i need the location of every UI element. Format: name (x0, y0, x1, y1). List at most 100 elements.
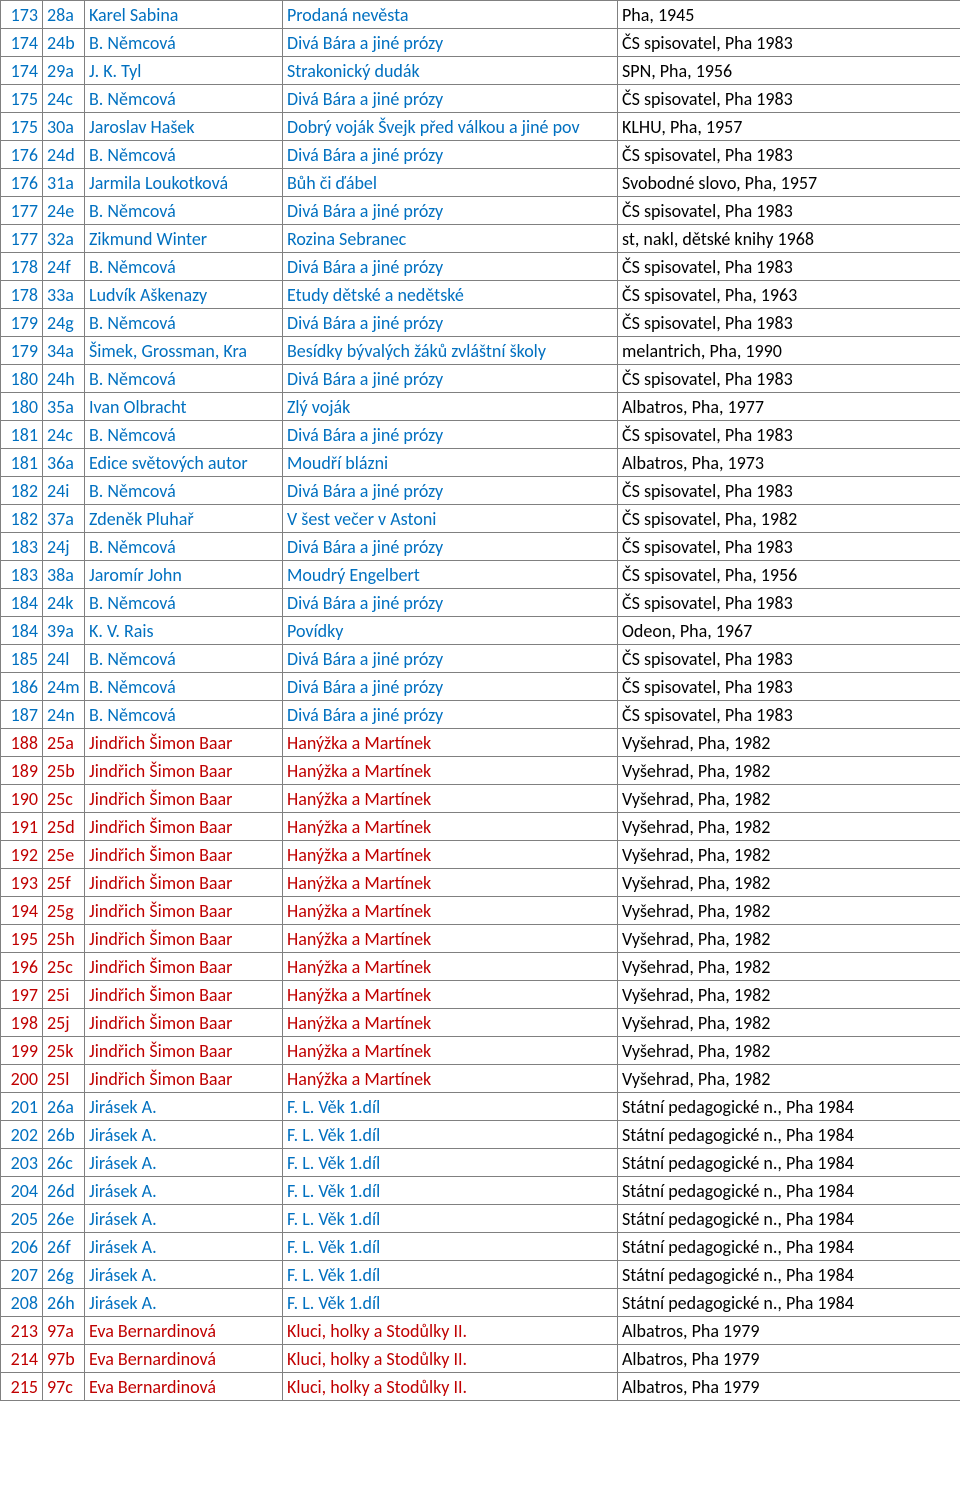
row-code: 32a (43, 225, 85, 253)
table-row: 18124cB. NěmcováDivá Bára a jiné prózyČS… (1, 421, 960, 449)
row-publisher: Státní pedagogické n., Pha 1984 (618, 1261, 960, 1289)
row-publisher: Vyšehrad, Pha, 1982 (618, 785, 960, 813)
row-number: 181 (1, 449, 43, 477)
row-publisher: Vyšehrad, Pha, 1982 (618, 1065, 960, 1093)
row-code: 26b (43, 1121, 85, 1149)
row-author: Zikmund Winter (85, 225, 283, 253)
row-publisher: Vyšehrad, Pha, 1982 (618, 841, 960, 869)
row-code: 25i (43, 981, 85, 1009)
table-row: 18439aK. V. RaisPovídkyOdeon, Pha, 1967 (1, 617, 960, 645)
row-title: Rozina Sebranec (283, 225, 618, 253)
table-row: 20426dJirásek A.F. L. Věk 1.dílStátní pe… (1, 1177, 960, 1205)
row-title: Divá Bára a jiné prózy (283, 309, 618, 337)
row-publisher: Vyšehrad, Pha, 1982 (618, 953, 960, 981)
row-number: 197 (1, 981, 43, 1009)
row-number: 183 (1, 533, 43, 561)
row-number: 183 (1, 561, 43, 589)
row-title: Moudří blázni (283, 449, 618, 477)
row-author: Jindřich Šimon Baar (85, 981, 283, 1009)
row-author: Jirásek A. (85, 1177, 283, 1205)
table-row: 17824fB. NěmcováDivá Bára a jiné prózyČS… (1, 253, 960, 281)
table-row: 18825aJindřich Šimon BaarHanýžka a Martí… (1, 729, 960, 757)
table-row: 17424bB. NěmcováDivá Bára a jiné prózyČS… (1, 29, 960, 57)
row-code: 26a (43, 1093, 85, 1121)
table-row: 18024hB. NěmcováDivá Bára a jiné prózyČS… (1, 365, 960, 393)
row-number: 175 (1, 85, 43, 113)
row-code: 97b (43, 1345, 85, 1373)
row-code: 25e (43, 841, 85, 869)
table-row: 19525hJindřich Šimon BaarHanýžka a Martí… (1, 925, 960, 953)
row-author: B. Němcová (85, 673, 283, 701)
row-title: Hanýžka a Martínek (283, 813, 618, 841)
row-publisher: ČS spisovatel, Pha, 1982 (618, 505, 960, 533)
row-title: Divá Bára a jiné prózy (283, 85, 618, 113)
row-publisher: ČS spisovatel, Pha 1983 (618, 141, 960, 169)
row-author: Jarmila Loukotková (85, 169, 283, 197)
row-number: 203 (1, 1149, 43, 1177)
row-title: Bůh či ďábel (283, 169, 618, 197)
row-title: Hanýžka a Martínek (283, 981, 618, 1009)
row-publisher: Albatros, Pha 1979 (618, 1345, 960, 1373)
row-number: 176 (1, 169, 43, 197)
row-code: 25j (43, 1009, 85, 1037)
table-row: 17724eB. NěmcováDivá Bára a jiné prózyČS… (1, 197, 960, 225)
table-row: 18424kB. NěmcováDivá Bára a jiné prózyČS… (1, 589, 960, 617)
row-publisher: Svobodné slovo, Pha, 1957 (618, 169, 960, 197)
row-number: 173 (1, 1, 43, 29)
table-row: 18324jB. NěmcováDivá Bára a jiné prózyČS… (1, 533, 960, 561)
row-number: 174 (1, 29, 43, 57)
row-number: 202 (1, 1121, 43, 1149)
row-code: 38a (43, 561, 85, 589)
row-publisher: ČS spisovatel, Pha 1983 (618, 365, 960, 393)
row-author: B. Němcová (85, 197, 283, 225)
row-number: 187 (1, 701, 43, 729)
row-author: Jirásek A. (85, 1233, 283, 1261)
row-number: 194 (1, 897, 43, 925)
row-code: 24c (43, 421, 85, 449)
row-code: 24b (43, 29, 85, 57)
row-title: Hanýžka a Martínek (283, 897, 618, 925)
row-publisher: Vyšehrad, Pha, 1982 (618, 925, 960, 953)
table-row: 18136aEdice světových autorMoudří blázni… (1, 449, 960, 477)
row-publisher: Vyšehrad, Pha, 1982 (618, 757, 960, 785)
row-author: Zdeněk Pluhař (85, 505, 283, 533)
table-row: 18724nB. NěmcováDivá Bára a jiné prózyČS… (1, 701, 960, 729)
row-author: Jindřich Šimon Baar (85, 757, 283, 785)
table-row: 19325fJindřich Šimon BaarHanýžka a Martí… (1, 869, 960, 897)
row-code: 26g (43, 1261, 85, 1289)
table-row: 18224iB. NěmcováDivá Bára a jiné prózyČS… (1, 477, 960, 505)
row-code: 26f (43, 1233, 85, 1261)
row-code: 37a (43, 505, 85, 533)
row-number: 175 (1, 113, 43, 141)
table-row: 19925kJindřich Šimon BaarHanýžka a Martí… (1, 1037, 960, 1065)
row-code: 33a (43, 281, 85, 309)
row-author: Jindřich Šimon Baar (85, 729, 283, 757)
row-number: 215 (1, 1373, 43, 1401)
row-number: 207 (1, 1261, 43, 1289)
row-number: 213 (1, 1317, 43, 1345)
row-code: 26c (43, 1149, 85, 1177)
row-code: 26d (43, 1177, 85, 1205)
row-publisher: Státní pedagogické n., Pha 1984 (618, 1289, 960, 1317)
row-code: 24n (43, 701, 85, 729)
row-title: V šest večer v Astoni (283, 505, 618, 533)
row-code: 24d (43, 141, 85, 169)
row-publisher: SPN, Pha, 1956 (618, 57, 960, 85)
row-publisher: ČS spisovatel, Pha 1983 (618, 197, 960, 225)
row-publisher: ČS spisovatel, Pha, 1963 (618, 281, 960, 309)
row-title: Kluci, holky a Stodůlky II. (283, 1345, 618, 1373)
row-publisher: Státní pedagogické n., Pha 1984 (618, 1205, 960, 1233)
row-code: 25l (43, 1065, 85, 1093)
row-author: Jirásek A. (85, 1261, 283, 1289)
row-number: 214 (1, 1345, 43, 1373)
table-row: 17934aŠimek, Grossman, KraBesídky bývalý… (1, 337, 960, 365)
row-number: 196 (1, 953, 43, 981)
row-publisher: ČS spisovatel, Pha 1983 (618, 421, 960, 449)
row-title: Hanýžka a Martínek (283, 925, 618, 953)
row-code: 24i (43, 477, 85, 505)
row-number: 190 (1, 785, 43, 813)
row-title: F. L. Věk 1.díl (283, 1121, 618, 1149)
row-code: 25f (43, 869, 85, 897)
row-number: 177 (1, 225, 43, 253)
row-publisher: Vyšehrad, Pha, 1982 (618, 1009, 960, 1037)
